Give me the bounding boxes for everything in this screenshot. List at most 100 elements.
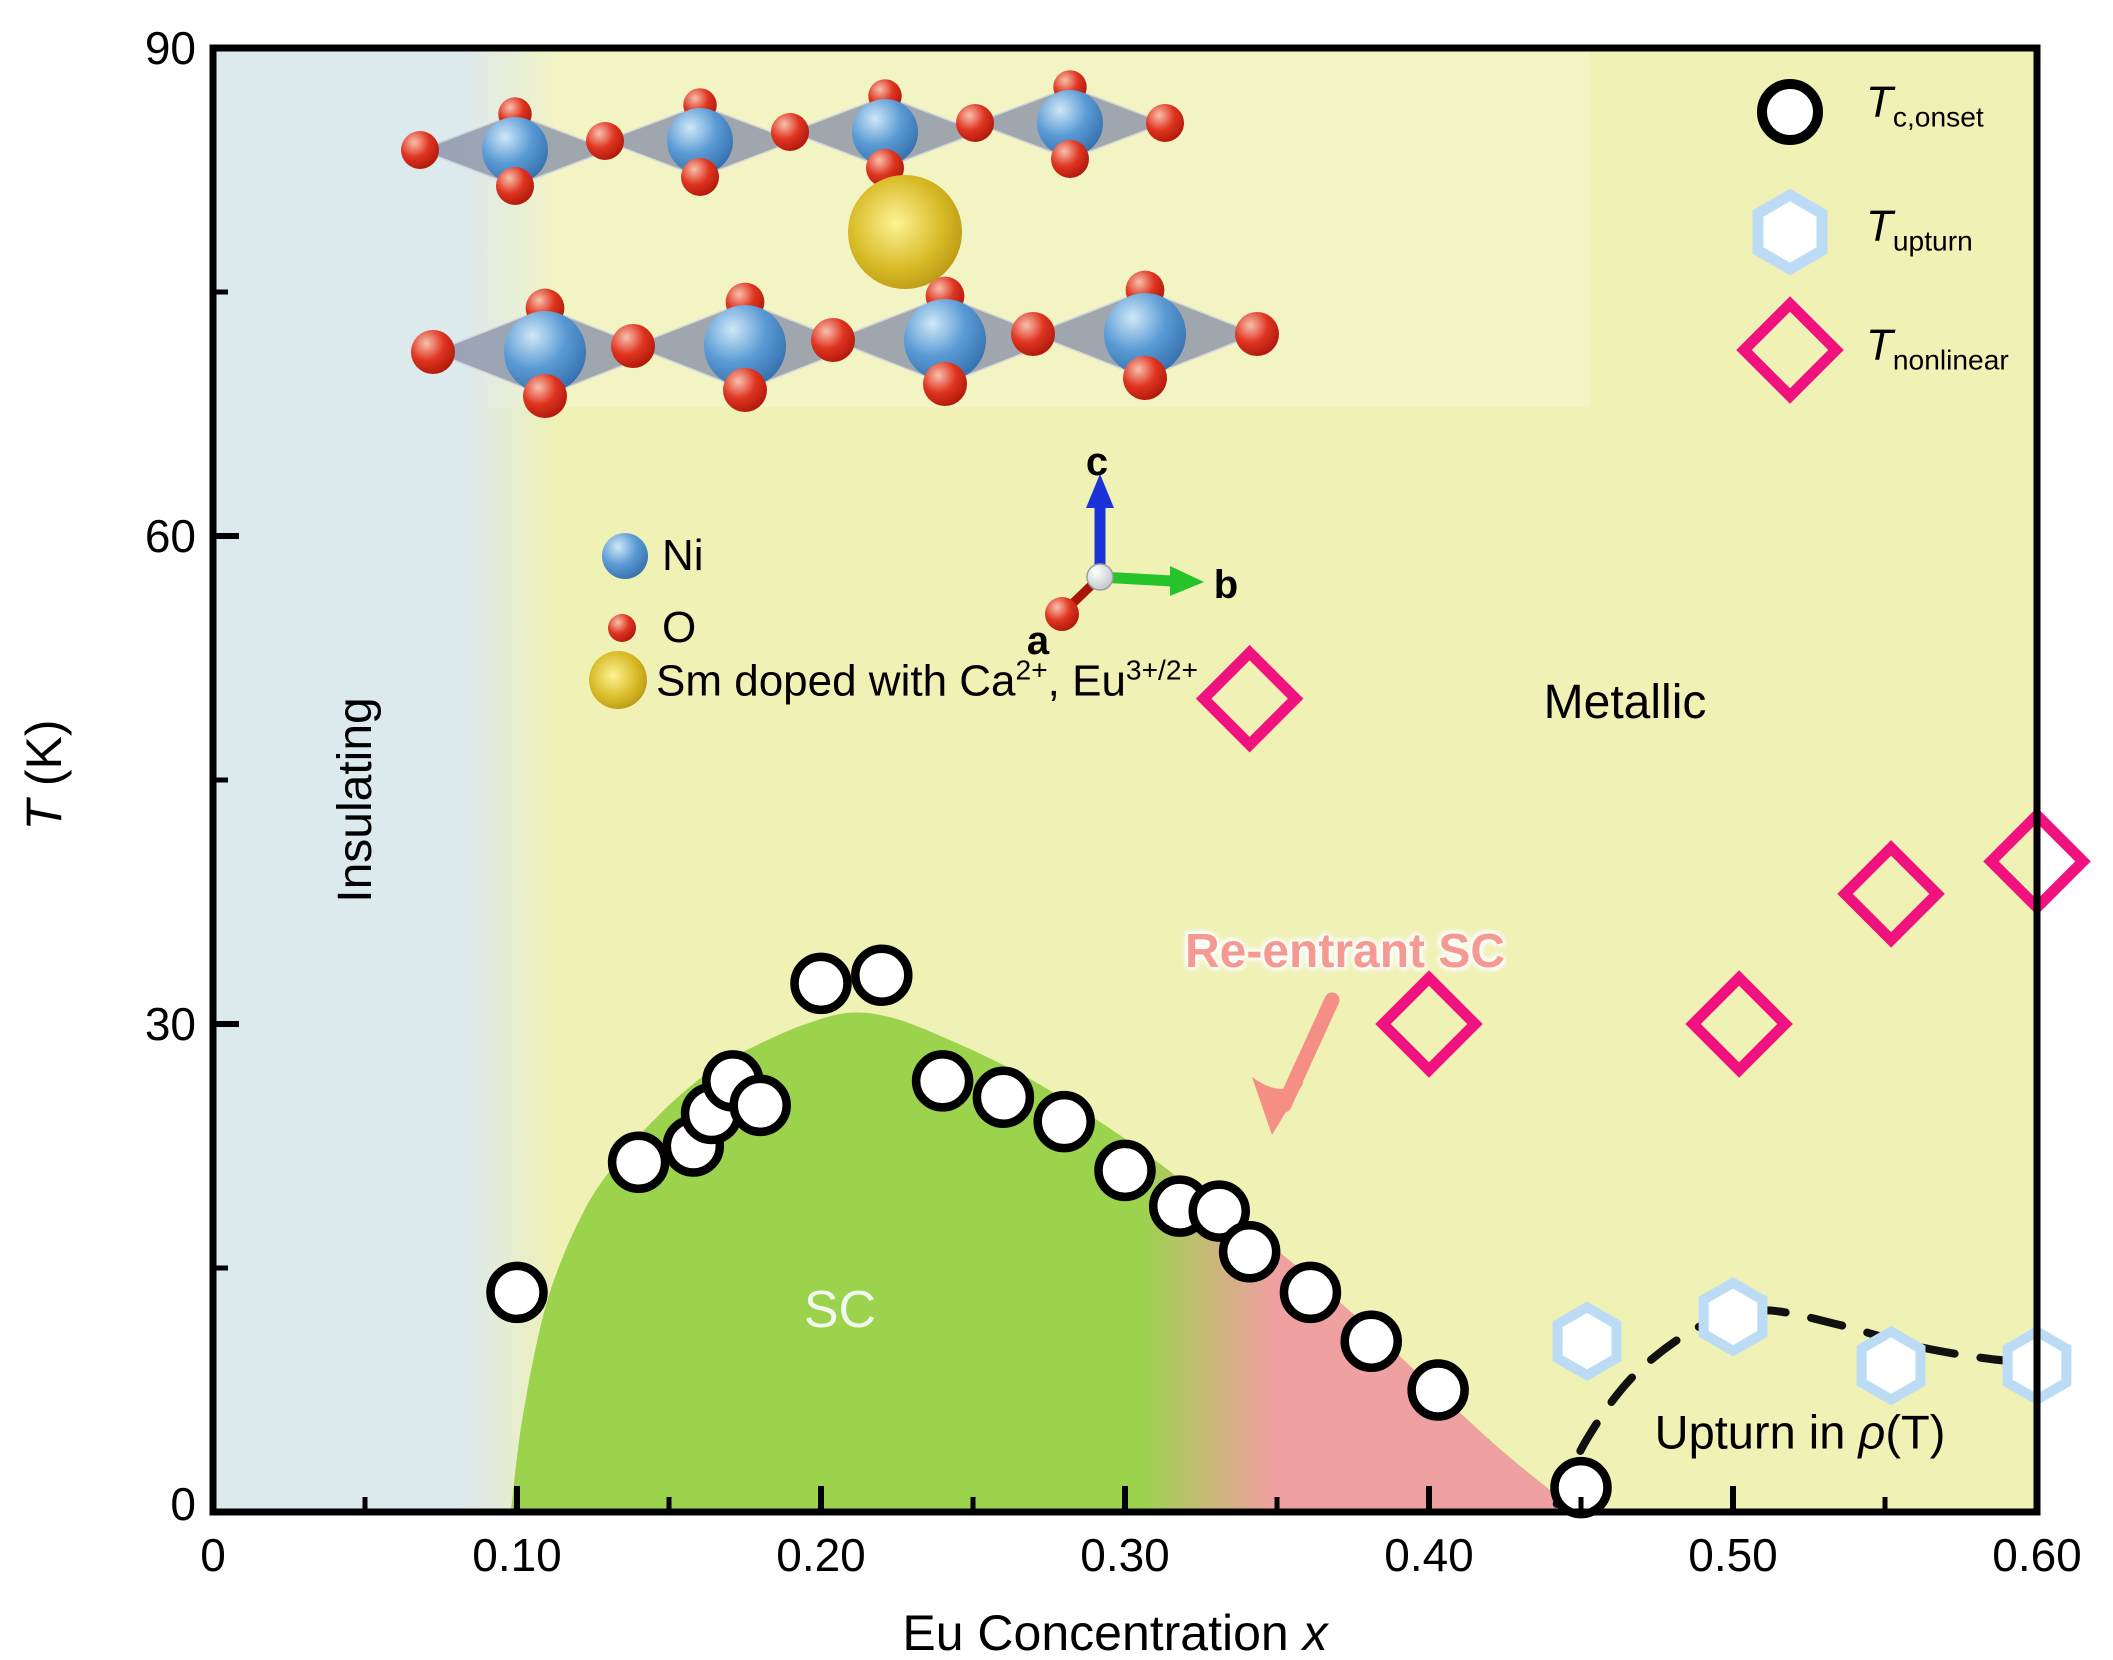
- legend-symbols: [1736, 79, 1844, 404]
- x-axis-title: Eu Concentration x: [902, 1608, 1327, 1658]
- t-nonlinear-marker: [1195, 644, 1304, 753]
- tc-onset-marker: [1033, 1090, 1095, 1153]
- legend-label-tc-onset: Tc,onset: [1866, 77, 1984, 133]
- o-atom: [1011, 312, 1055, 356]
- upturn-label-suffix: (T): [1885, 1405, 1946, 1459]
- axes-frame: [209, 44, 2041, 1516]
- ni-atom: [852, 99, 918, 165]
- t-nonlinear-marker: [1837, 840, 1945, 948]
- x-axis-title-text: Eu Concentration: [902, 1605, 1303, 1660]
- o-atom: [681, 158, 719, 196]
- sm-atom: [848, 175, 962, 289]
- sm-atom-label: Sm doped with Ca2+, Eu3+/2+: [656, 654, 1198, 706]
- t-upturn-marker: [1552, 1301, 1622, 1381]
- tc-onset-marker: [729, 1074, 791, 1137]
- y-tick-label: 60: [144, 510, 196, 562]
- ni-atom: [704, 305, 786, 387]
- t-nonlinear-marker: [1375, 970, 1483, 1078]
- o-legend-sphere: [608, 614, 636, 642]
- insulating-region-label: Insulating: [329, 697, 382, 903]
- ni-atom: [482, 117, 548, 183]
- tc-onset-marker: [1279, 1261, 1342, 1324]
- legend-label-t-upturn: Tupturn: [1866, 201, 1973, 256]
- tc-onset-marker: [1094, 1139, 1156, 1202]
- t-nonlinear-marker: [1685, 970, 1793, 1078]
- tc-onset-marker: [972, 1066, 1035, 1128]
- c-axis-label: c: [1085, 440, 1109, 484]
- o-atom: [923, 362, 967, 406]
- legend-upturn-symbol: T: [1866, 201, 1893, 251]
- x-tick-label: 0: [200, 1529, 226, 1581]
- y-tick-label: 0: [170, 1478, 196, 1530]
- tripod-origin-ball: [1086, 563, 1114, 591]
- ni-atom: [504, 311, 586, 393]
- a-axis-label: a: [1026, 619, 1050, 663]
- t-upturn-marker: [1698, 1277, 1768, 1357]
- o-atom: [611, 324, 655, 368]
- legend-circle-symbol: [1757, 79, 1823, 145]
- tc-onset-marker: [911, 1050, 974, 1112]
- legend-hexagon-symbol: [1752, 188, 1828, 276]
- tc-onset-marker: [1407, 1359, 1469, 1421]
- tc-onset-marker: [607, 1131, 670, 1194]
- y-axis-title: T (K): [16, 719, 72, 831]
- o-atom: [496, 167, 534, 205]
- sm-label-eu-charge: 3+/2+: [1125, 654, 1198, 686]
- o-atom: [811, 318, 855, 362]
- y-axis-title-symbol: T: [16, 800, 72, 831]
- reentrant-annotation-arrow: [1276, 992, 1340, 1113]
- tc-onset-marker: [1218, 1220, 1281, 1283]
- data-markers: [486, 644, 2091, 1519]
- ni-atom: [1104, 293, 1186, 375]
- o-atom: [586, 122, 624, 160]
- y-axis-title-unit: (K): [16, 719, 72, 800]
- ni-atom: [904, 299, 986, 381]
- upturn-label-prefix: Upturn in: [1654, 1405, 1859, 1459]
- legend-label-t-nonlinear: Tnonlinear: [1866, 320, 2009, 376]
- reentrant-annotation-arrowhead: [1252, 1077, 1304, 1135]
- x-tick-label: 0.40: [1384, 1529, 1474, 1581]
- ni-atom: [667, 108, 733, 174]
- t-upturn-marker: [1856, 1325, 1926, 1406]
- x-tick-label: 0.60: [1992, 1529, 2082, 1581]
- legend-tc-subscript: c,onset: [1892, 101, 1984, 133]
- legend-nonlinear-subscript: nonlinear: [1892, 344, 2009, 376]
- crystal-structure-inset: [401, 70, 1279, 709]
- x-tick-label: 0.20: [776, 1529, 866, 1581]
- legend-nonlinear-symbol: T: [1866, 320, 1893, 370]
- o-atom: [723, 368, 767, 412]
- a-axis-ball: [1045, 597, 1079, 631]
- o-atom: [771, 113, 809, 151]
- b-axis-arrowhead: [1170, 566, 1204, 596]
- o-atom: [1123, 356, 1167, 400]
- o-atom: [1146, 104, 1184, 142]
- rho-symbol: ρ: [1858, 1405, 1886, 1459]
- o-atom-label: O: [662, 603, 697, 652]
- o-atom: [523, 374, 567, 418]
- y-tick-label: 30: [144, 998, 196, 1050]
- ni-legend-sphere: [602, 533, 648, 579]
- x-tick-label: 0.30: [1080, 1529, 1170, 1581]
- legend-tc-symbol: T: [1866, 77, 1893, 127]
- ni-atom-label: Ni: [662, 531, 704, 580]
- legend-diamond-symbol: [1736, 296, 1844, 404]
- o-atom: [411, 330, 455, 374]
- sm-legend-sphere: [589, 651, 647, 709]
- c-axis-arrowhead: [1086, 474, 1114, 508]
- tc-onset-marker: [1340, 1310, 1402, 1372]
- reentrant-sc-label: Re-entrant SC: [1184, 925, 1506, 978]
- o-atom: [401, 131, 439, 169]
- x-tick-label: 0.10: [472, 1529, 562, 1581]
- o-atom: [1235, 312, 1279, 356]
- tc-onset-marker: [851, 944, 913, 1006]
- tc-onset-marker: [790, 952, 852, 1015]
- t-nonlinear-marker: [1983, 807, 2091, 916]
- sm-label-prefix: Sm doped with Ca: [656, 656, 1016, 706]
- sc-region-label: SC: [803, 1281, 877, 1339]
- o-atom: [1051, 140, 1089, 178]
- b-axis-label: b: [1213, 563, 1239, 607]
- metallic-region-label: Metallic: [1543, 676, 1707, 729]
- y-tick-label: 90: [144, 22, 196, 74]
